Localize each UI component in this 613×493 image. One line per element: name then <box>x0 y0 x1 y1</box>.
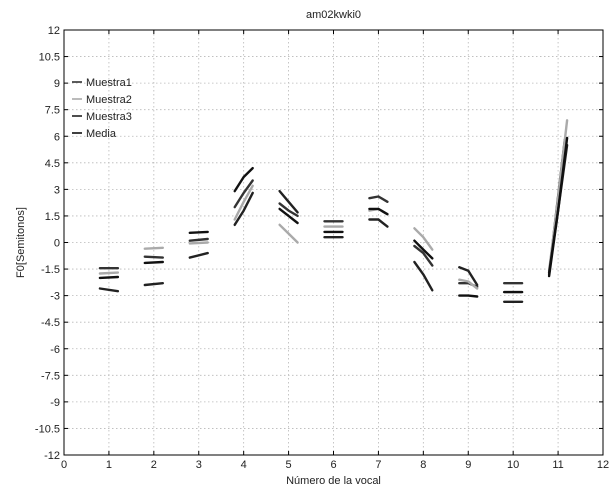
series-line-media <box>547 136 569 278</box>
y-tick-label: -9 <box>50 397 60 409</box>
series-line-muestra1 <box>278 202 299 218</box>
x-tick-label: 0 <box>61 459 67 471</box>
x-tick-label: 6 <box>330 459 336 471</box>
series-line-media <box>458 294 479 298</box>
series-line-media <box>278 207 299 225</box>
axis-ticks: 0 1 2 3 4 5 6 7 8 9 10 11 12-12-10.5-9-7.5-6-4.5-3-1… <box>35 25 609 471</box>
y-axis-label: F0[Semitonos] <box>15 207 27 278</box>
legend: Muestra1 Muestra2 Muestra3 Media <box>72 77 132 140</box>
y-tick-label: -1.5 <box>41 264 60 276</box>
series-line-muestra3 <box>233 191 254 227</box>
series-line-muestra1 <box>413 244 434 267</box>
x-tick-label: 5 <box>286 459 292 471</box>
x-tick-label: 12 <box>597 459 609 471</box>
x-tick-label: 8 <box>420 459 426 471</box>
series-line-muestra3 <box>143 282 165 287</box>
y-tick-label: -6 <box>50 344 60 356</box>
series-line-media <box>233 166 254 193</box>
series-line-muestra1 <box>233 179 254 209</box>
y-tick-label: -3 <box>50 291 60 303</box>
series-media <box>98 136 569 298</box>
legend-label: Media <box>86 128 117 140</box>
series-line-muestra2 <box>233 184 254 221</box>
y-tick-label: 0 <box>54 238 60 250</box>
series-line-media <box>368 207 389 216</box>
x-tick-label: 9 <box>465 459 471 471</box>
series-line-media <box>188 230 209 235</box>
grid <box>64 30 603 455</box>
legend-label: Muestra2 <box>86 94 132 106</box>
chart-title: am02kwki0 <box>306 9 361 21</box>
legend-label: Muestra3 <box>86 111 132 123</box>
series-line-muestra2 <box>413 227 434 251</box>
x-tick-label: 7 <box>375 459 381 471</box>
series-line-muestra1 <box>368 195 389 204</box>
x-tick-label: 2 <box>151 459 157 471</box>
y-tick-label: 9 <box>54 78 60 90</box>
x-tick-label: 3 <box>196 459 202 471</box>
y-tick-label: -10.5 <box>35 423 60 435</box>
y-tick-label: -12 <box>44 450 60 462</box>
x-axis-label: Número de la vocal <box>286 475 381 487</box>
y-tick-label: 4.5 <box>45 158 60 170</box>
x-tick-label: 10 <box>507 459 519 471</box>
series-line-muestra3 <box>368 218 389 228</box>
x-tick-label: 1 <box>106 459 112 471</box>
y-tick-label: 3 <box>54 184 60 196</box>
legend-label: Muestra1 <box>86 77 132 89</box>
y-tick-label: -7.5 <box>41 370 60 382</box>
y-tick-label: 1.5 <box>45 211 60 223</box>
series-line-muestra2 <box>98 271 120 275</box>
series-line-muestra3 <box>458 266 479 287</box>
series-line-muestra2 <box>143 246 165 250</box>
series-line-muestra2 <box>188 241 209 245</box>
series-line-muestra3 <box>413 260 434 292</box>
series-line-muestra3 <box>188 251 209 259</box>
x-tick-label: 4 <box>241 459 247 471</box>
series-line-media <box>98 275 120 280</box>
y-tick-label: 6 <box>54 131 60 143</box>
series-line-muestra1 <box>188 237 209 242</box>
series-line-muestra1 <box>143 255 165 259</box>
series-line-muestra2 <box>458 278 479 290</box>
series-line-muestra2 <box>278 223 299 244</box>
y-tick-label: 12 <box>48 25 60 37</box>
y-tick-label: 7.5 <box>45 105 60 117</box>
series-line-media <box>143 260 165 265</box>
y-tick-label: -4.5 <box>41 317 60 329</box>
y-tick-label: 10.5 <box>39 52 60 64</box>
series-line-media <box>413 239 434 260</box>
series-line-muestra3 <box>98 287 120 293</box>
series-group <box>98 119 569 303</box>
series-line-muestra3 <box>278 189 299 214</box>
x-tick-label: 11 <box>552 459 563 471</box>
